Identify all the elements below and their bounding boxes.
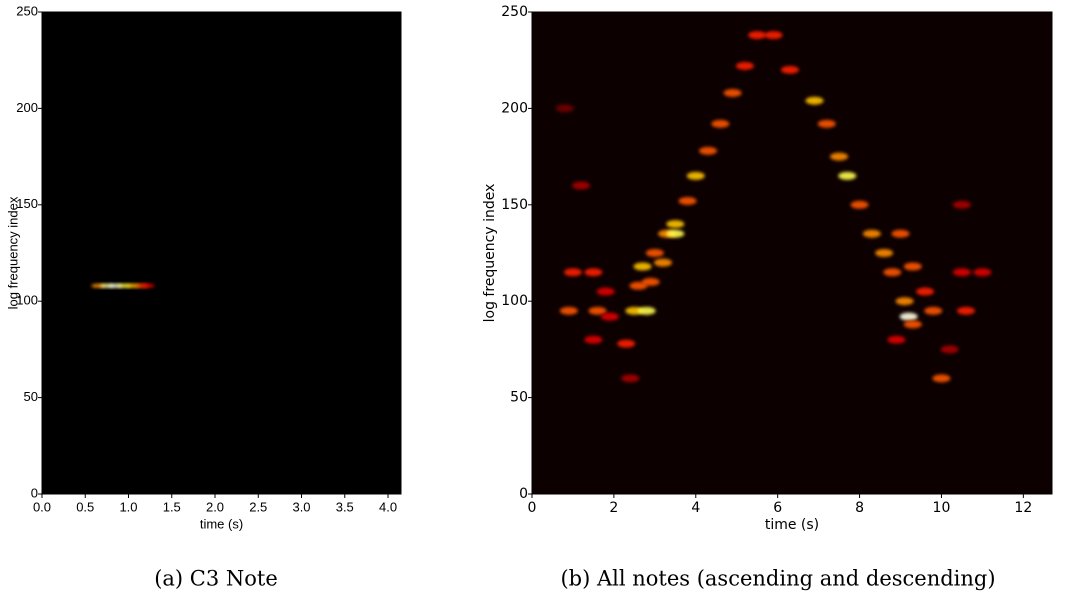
- spectral-peak: [883, 268, 902, 277]
- caption: (b) All notes (ascending and descending): [560, 567, 995, 591]
- spectral-peak: [764, 31, 783, 40]
- spectral-peak: [621, 374, 640, 383]
- spectral-peak: [666, 229, 685, 238]
- x-tick-label: 10: [933, 500, 951, 516]
- spectral-peak: [924, 306, 943, 315]
- plot-background: [42, 12, 401, 494]
- y-tick-label: 0: [519, 486, 528, 502]
- x-tick-label: 2: [609, 500, 618, 516]
- x-tick-label: 6: [773, 500, 782, 516]
- spectral-peak: [875, 249, 894, 257]
- spectral-peak: [645, 249, 664, 257]
- y-tick-label: 150: [501, 197, 528, 213]
- y-tick-label: 0: [31, 485, 38, 500]
- y-axis-label: log frequency index: [482, 184, 498, 323]
- spectral-peak: [735, 61, 754, 70]
- spectral-peak: [805, 96, 824, 105]
- spectral-peak: [952, 268, 971, 277]
- y-tick-label: 250: [501, 4, 528, 20]
- spectral-peak: [748, 31, 767, 40]
- plot-frame: [41, 11, 402, 495]
- x-tick-label: 4.0: [379, 499, 397, 514]
- x-tick-label: 3.0: [292, 499, 310, 514]
- spectral-peak: [932, 374, 951, 383]
- spectral-peak: [555, 104, 574, 113]
- spectral-peak: [940, 345, 959, 354]
- y-tick-label: 50: [510, 390, 528, 406]
- spectral-peak: [678, 196, 697, 205]
- spectral-peak: [641, 277, 660, 286]
- x-axis-label: time (s): [765, 517, 819, 533]
- spectral-peak: [559, 306, 578, 315]
- spectral-peak: [711, 119, 730, 128]
- spectral-peak: [699, 146, 718, 155]
- x-tick-label: 0: [528, 500, 537, 516]
- spectral-peak: [140, 283, 155, 288]
- spectral-peak: [633, 262, 652, 271]
- spectral-peak: [862, 229, 881, 238]
- x-tick-label: 4: [691, 500, 700, 516]
- spectral-peak: [563, 268, 582, 277]
- plot-frame: [531, 11, 1053, 495]
- spectral-peak: [916, 287, 935, 296]
- x-tick-label: 0.0: [33, 499, 51, 514]
- y-tick-label: 100: [501, 293, 528, 309]
- x-tick-label: 8: [855, 500, 864, 516]
- spectral-peak: [584, 335, 603, 344]
- x-tick-label: 1.5: [163, 499, 181, 514]
- y-tick-label: 150: [16, 196, 38, 211]
- spectral-peak: [572, 181, 591, 190]
- x-tick-label: 2.5: [249, 499, 267, 514]
- spectral-peak: [666, 220, 685, 229]
- plot-background: [532, 12, 1052, 494]
- spectral-peak: [723, 88, 742, 97]
- y-axis-label: log frequency index: [5, 196, 20, 309]
- spectral-peak: [838, 171, 857, 180]
- spectral-peak: [654, 258, 673, 267]
- x-tick-label: 2.0: [206, 499, 224, 514]
- spectral-peak: [637, 306, 656, 315]
- y-tick-label: 50: [24, 389, 38, 404]
- x-tick-label: 3.5: [336, 499, 354, 514]
- spectral-peak: [973, 268, 992, 277]
- spectral-peak: [617, 339, 636, 348]
- y-tick-label: 200: [16, 100, 38, 115]
- spectral-peak: [584, 268, 603, 277]
- y-tick-label: 250: [16, 3, 38, 18]
- spectral-peak: [780, 65, 799, 74]
- x-axis-label: time (s): [200, 516, 243, 531]
- spectral-peak: [596, 287, 615, 296]
- x-tick-label: 1.0: [119, 499, 137, 514]
- spectral-peak: [899, 312, 918, 321]
- y-tick-label: 100: [16, 293, 38, 308]
- spectral-peak: [895, 297, 914, 306]
- spectral-peak: [903, 262, 922, 271]
- spectral-peak: [887, 335, 906, 344]
- x-tick-label: 12: [1014, 500, 1032, 516]
- x-tick-label: 0.5: [76, 499, 94, 514]
- spectral-peak: [952, 200, 971, 209]
- spectral-peak: [817, 119, 836, 128]
- spectral-peak: [830, 152, 849, 161]
- spectral-peak: [850, 200, 869, 209]
- y-tick-label: 200: [501, 100, 528, 116]
- spectral-peak: [588, 306, 607, 315]
- spectral-peak: [686, 171, 705, 180]
- caption: (a) C3 Note: [154, 567, 278, 591]
- spectral-peak: [957, 306, 976, 315]
- spectral-peak: [891, 229, 910, 238]
- spectral-peak: [600, 312, 619, 321]
- spectral-peak: [903, 320, 922, 329]
